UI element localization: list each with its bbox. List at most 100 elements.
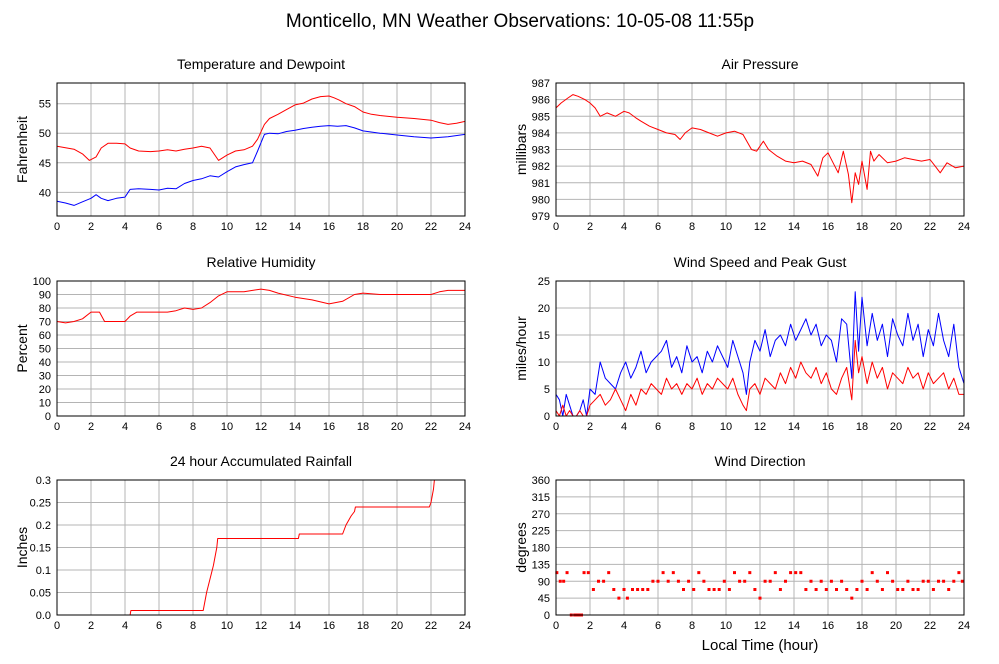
x-tick-label: 10 (221, 620, 233, 632)
scatter-point (824, 588, 828, 591)
chart-title: Relative Humidity (207, 254, 316, 270)
x-tick-label: 4 (122, 421, 128, 433)
series-line (56, 95, 466, 161)
scatter-point (768, 579, 772, 583)
x-tick-label: 14 (289, 620, 301, 632)
scatter-point (591, 588, 595, 591)
x-tick-label: 22 (425, 221, 437, 233)
y-axis-label: degrees (513, 522, 529, 573)
x-tick-label: 24 (459, 421, 471, 433)
x-tick-label: 4 (621, 221, 627, 233)
chart-title: Wind Direction (714, 453, 805, 469)
scatter-point (717, 588, 721, 591)
y-tick-label: 986 (532, 95, 550, 107)
x-tick-label: 8 (689, 620, 695, 632)
page-title: Monticello, MN Weather Observations: 10-… (286, 11, 754, 32)
y-tick-label: 20 (538, 303, 550, 315)
y-tick-label: 20 (39, 384, 51, 396)
scatter-point (926, 579, 930, 583)
x-tick-label: 18 (357, 421, 369, 433)
scatter-point (819, 579, 823, 583)
x-tick-label: 6 (156, 421, 162, 433)
plot-frame (555, 479, 965, 616)
chart-title: 24 hour Accumulated Rainfall (170, 453, 352, 469)
scatter-point (586, 571, 590, 575)
x-tick-label: 22 (924, 221, 936, 233)
scatter-point (952, 579, 956, 583)
y-tick-label: 0.05 (30, 588, 51, 600)
chart-title: Wind Speed and Peak Gust (674, 254, 847, 270)
plot-frame (555, 82, 965, 217)
x-tick-label: 10 (720, 421, 732, 433)
scatter-point (646, 588, 650, 591)
x-tick-label: 6 (156, 620, 162, 632)
plot-frame (555, 280, 965, 417)
y-tick-label: 40 (39, 357, 51, 369)
scatter-point (666, 579, 670, 583)
scatter-point (763, 579, 767, 583)
scatter-point (697, 571, 701, 575)
scatter-point (753, 588, 757, 591)
scatter-point (773, 571, 777, 575)
series-line (555, 339, 964, 417)
y-tick-label: 25 (538, 276, 550, 288)
scatter-point (880, 588, 884, 591)
scatter-point (617, 596, 621, 600)
y-tick-label: 5 (544, 384, 550, 396)
x-tick-label: 10 (720, 620, 732, 632)
x-tick-label: 10 (221, 221, 233, 233)
scatter-point (743, 579, 747, 583)
scatter-point (582, 571, 586, 575)
y-axis-label: Percent (14, 324, 30, 372)
scatter-point (656, 579, 660, 583)
scatter-point (799, 571, 803, 575)
scatter-point (886, 571, 889, 575)
scatter-point (622, 588, 626, 591)
y-tick-label: 90 (39, 290, 51, 302)
y-axis-label: miles/hour (513, 316, 529, 381)
scatter-point (931, 588, 935, 591)
x-tick-label: 2 (587, 620, 593, 632)
scatter-point (661, 571, 665, 575)
x-tick-label: 14 (788, 620, 800, 632)
x-tick-label: 24 (459, 620, 471, 632)
y-tick-label: 982 (532, 161, 550, 173)
x-tick-label: 14 (788, 221, 800, 233)
x-tick-label: 8 (689, 221, 695, 233)
y-tick-label: 983 (532, 145, 550, 157)
y-tick-label: 55 (39, 99, 51, 111)
plot-frame (56, 280, 466, 417)
y-tick-label: 0 (544, 610, 550, 622)
scatter-point (901, 588, 905, 591)
series-line (57, 479, 435, 616)
x-tick-label: 16 (323, 421, 335, 433)
x-tick-label: 2 (587, 221, 593, 233)
x-axis-label: Local Time (hour) (702, 637, 819, 654)
x-tick-label: 2 (88, 221, 94, 233)
scatter-point (957, 571, 961, 575)
y-tick-label: 45 (538, 593, 550, 605)
chart-panel: 0 2 4 6 8 10 12 14 16 18 20 22 240.00.050.10.150.20.… (14, 453, 471, 632)
x-tick-label: 12 (754, 421, 766, 433)
scatter-point (558, 579, 562, 583)
x-tick-label: 12 (255, 620, 267, 632)
y-tick-label: 10 (39, 398, 51, 410)
y-tick-label: 984 (532, 128, 550, 140)
y-tick-label: 50 (39, 128, 51, 140)
y-tick-label: 0.0 (36, 610, 51, 622)
y-tick-label: 360 (532, 475, 550, 487)
x-tick-label: 20 (890, 221, 902, 233)
x-tick-label: 0 (553, 620, 559, 632)
x-tick-label: 12 (754, 620, 766, 632)
y-tick-label: 45 (39, 158, 51, 170)
chart-panel: 0 2 4 6 8 10 12 14 16 18 20 22 249799809819829839849… (513, 56, 970, 233)
x-tick-label: 16 (822, 620, 834, 632)
x-tick-label: 22 (425, 421, 437, 433)
y-tick-label: 0 (544, 411, 550, 423)
x-tick-label: 6 (655, 421, 661, 433)
x-tick-label: 6 (655, 221, 661, 233)
scatter-point (906, 579, 910, 583)
x-tick-label: 18 (856, 620, 868, 632)
scatter-point (671, 571, 675, 575)
